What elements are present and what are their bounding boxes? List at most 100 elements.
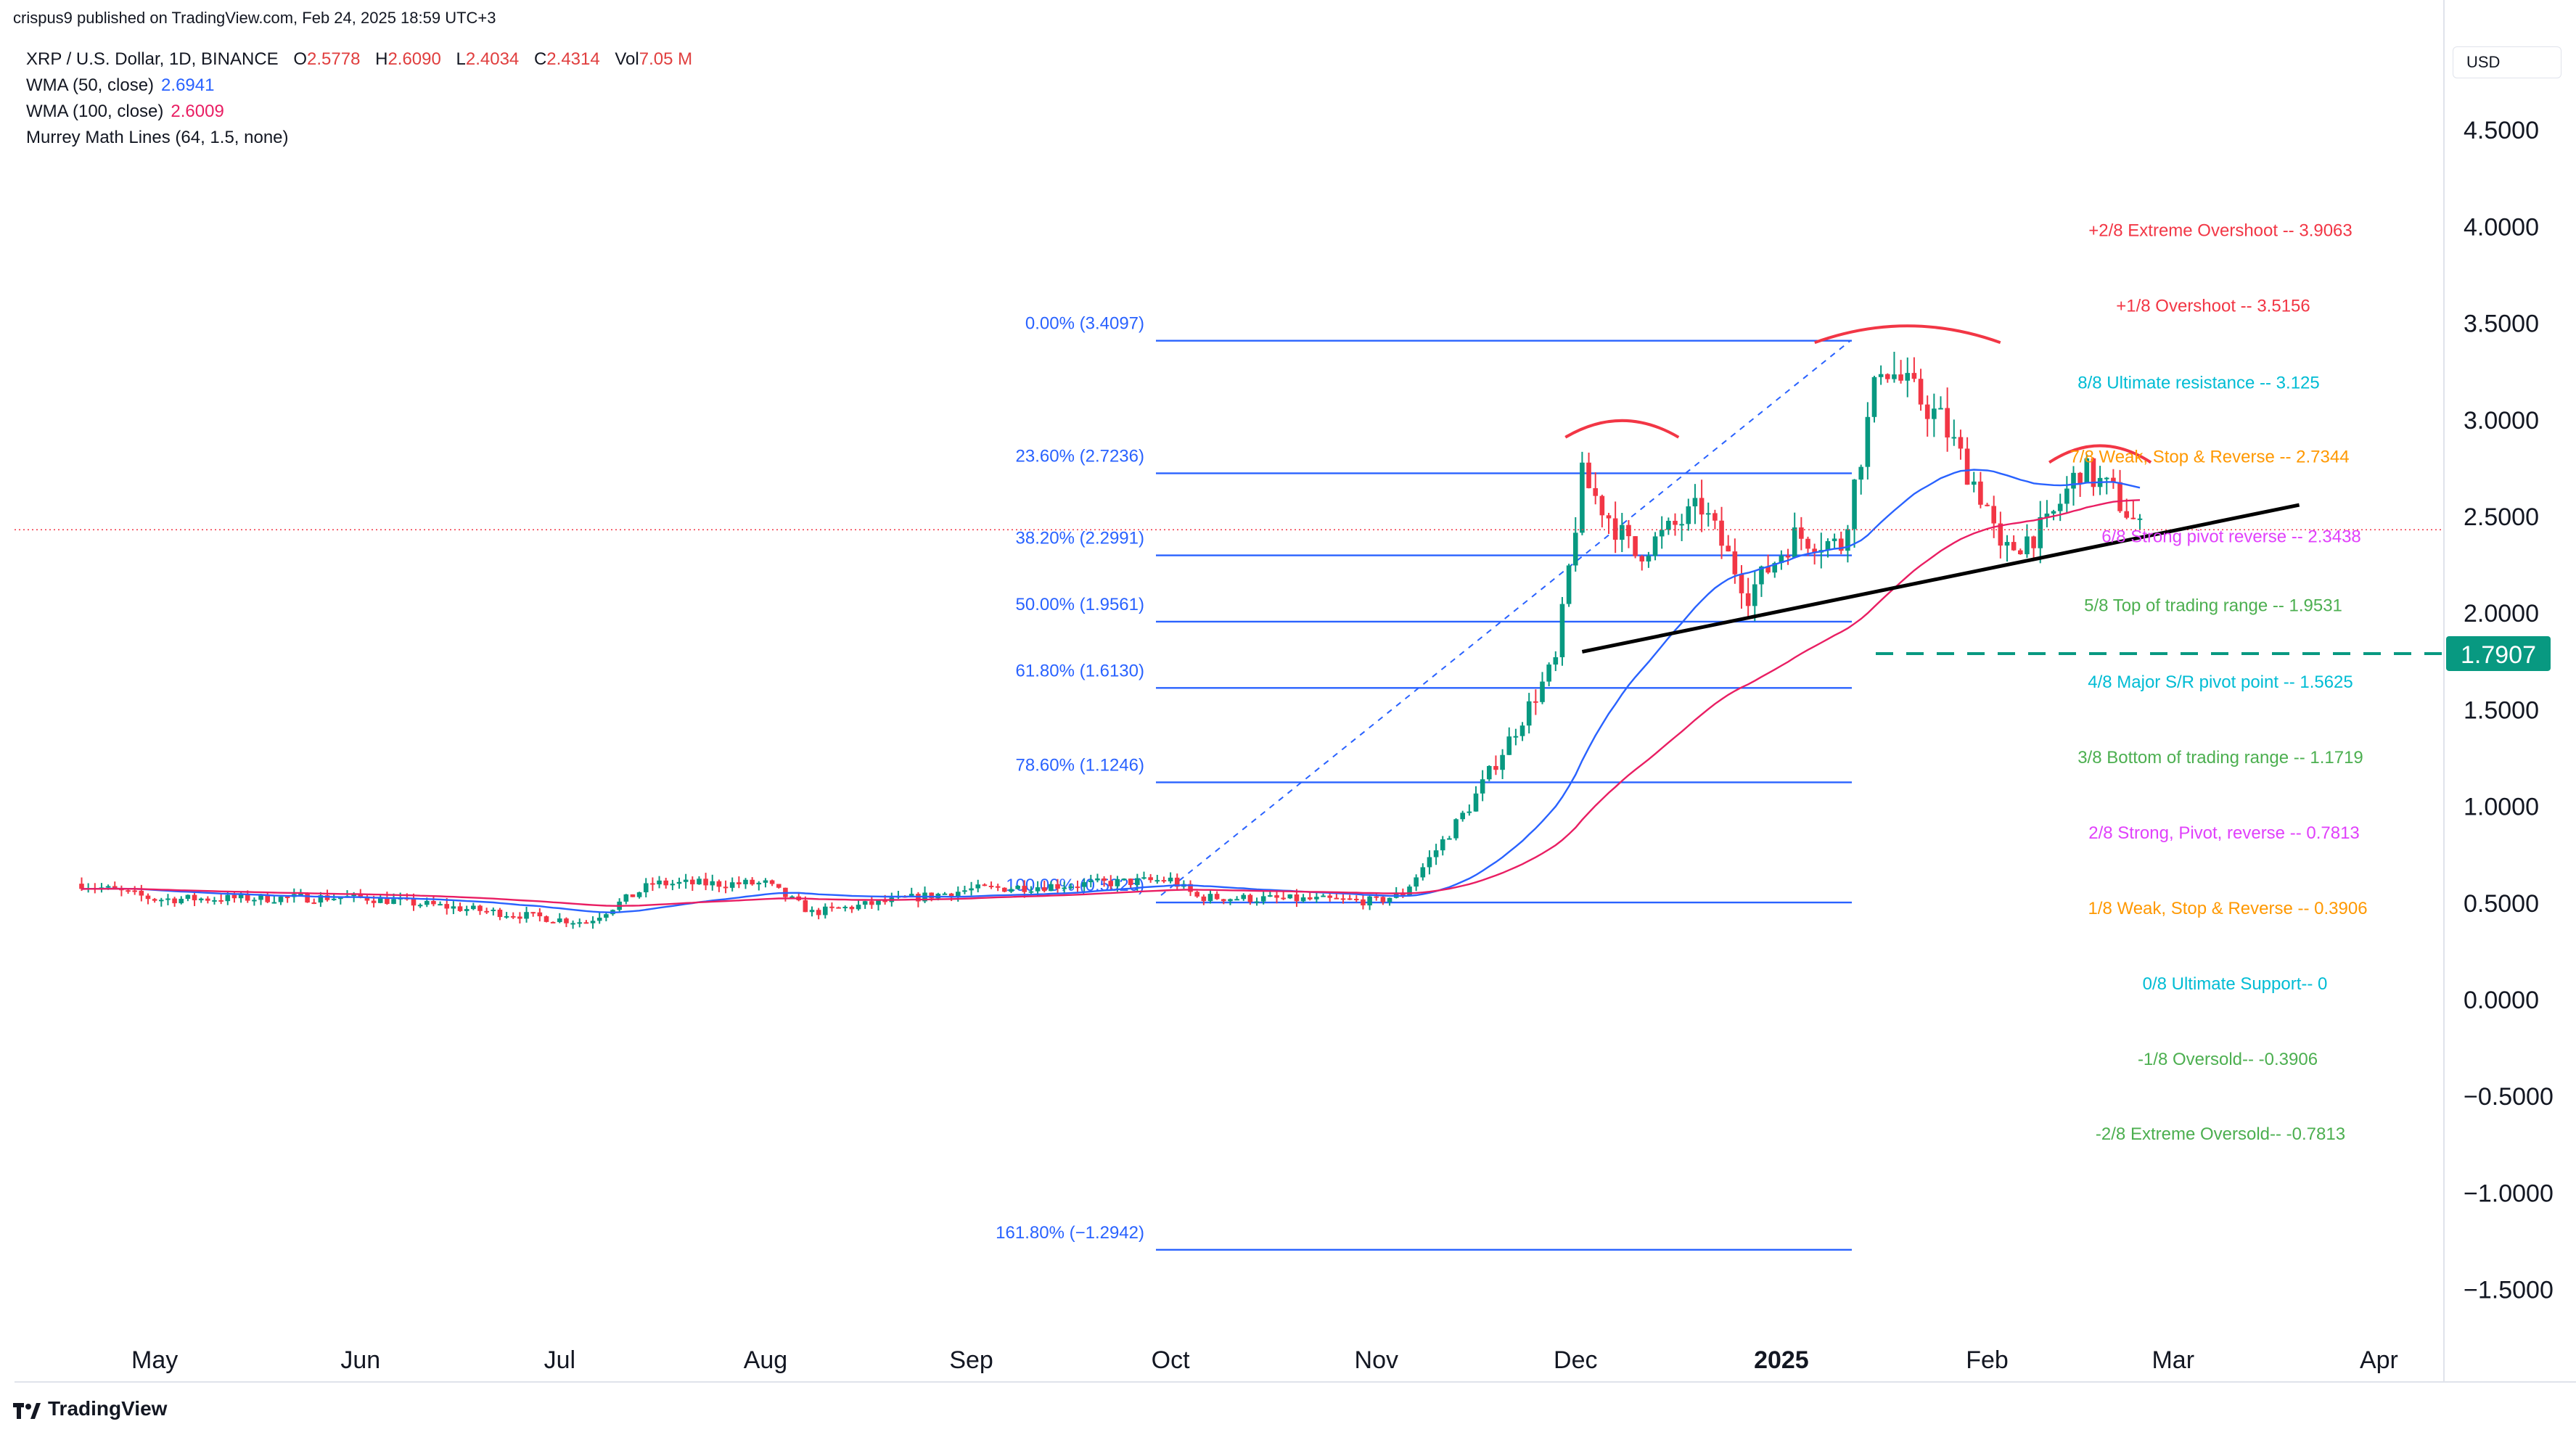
candle-body bbox=[1062, 887, 1067, 889]
ascending-trendline[interactable] bbox=[1581, 503, 2300, 654]
candle-body bbox=[1785, 556, 1791, 558]
candle-body bbox=[2057, 503, 2063, 511]
candle-body bbox=[324, 895, 330, 900]
murrey-level-label: +2/8 Extreme Overshoot -- 3.9063 bbox=[2088, 221, 2353, 240]
x-tick-label: 2025 bbox=[1754, 1346, 1809, 1374]
candle-body bbox=[1871, 376, 1877, 417]
candle-body bbox=[1652, 536, 1658, 556]
candle-body bbox=[2137, 518, 2143, 520]
candle-body bbox=[471, 905, 476, 910]
fib-level-label: 23.60% (2.7236) bbox=[1016, 446, 1144, 466]
candle-body bbox=[1911, 373, 1917, 379]
candle-body bbox=[1480, 779, 1485, 794]
candle-body bbox=[750, 879, 755, 885]
candle-body bbox=[663, 880, 668, 886]
candlestick-series bbox=[79, 351, 2143, 929]
candle-body bbox=[1420, 867, 1426, 878]
candle-body bbox=[1998, 523, 2003, 546]
candle-body bbox=[1666, 520, 1671, 530]
x-tick-label: Mar bbox=[2152, 1346, 2194, 1374]
candle-body bbox=[1559, 604, 1565, 657]
candle-body bbox=[1201, 896, 1207, 902]
murrey-level-label: 1/8 Weak, Stop & Reverse -- 0.3906 bbox=[2088, 899, 2367, 918]
candle-body bbox=[1932, 408, 1937, 419]
candle-body bbox=[630, 894, 636, 897]
y-tick-label: 1.5000 bbox=[2464, 696, 2539, 724]
candle-body bbox=[212, 900, 217, 902]
candle-body bbox=[1506, 736, 1512, 755]
candle-body bbox=[1321, 895, 1326, 897]
candle-body bbox=[1553, 657, 1559, 665]
candle-body bbox=[2084, 458, 2090, 484]
candle-body bbox=[2071, 472, 2076, 489]
tradingview-brand[interactable]: TradingView bbox=[13, 1397, 167, 1420]
symbol-row: XRP / U.S. Dollar, 1D, BINANCE O2.5778 H… bbox=[26, 46, 702, 73]
candle-body bbox=[451, 906, 456, 909]
wma100-row[interactable]: WMA (100, close) 2.6009 bbox=[26, 99, 702, 125]
fibonacci-retracement[interactable]: 0.00% (3.4097) 23.60% (2.7236) 38.20% (2.2… bbox=[996, 314, 1852, 1251]
fib-level-label: 78.60% (1.1246) bbox=[1016, 755, 1144, 775]
candle-body bbox=[1427, 857, 1432, 868]
head-arc[interactable] bbox=[1814, 324, 2001, 345]
price-axis[interactable]: 4.5000 4.0000 3.5000 3.0000 2.5000 2.0000 1.50… bbox=[2464, 117, 2554, 1304]
candle-body bbox=[1367, 896, 1372, 906]
candle-body bbox=[809, 910, 815, 913]
murrey-level-label: 5/8 Top of trading range -- 1.9531 bbox=[2084, 596, 2342, 616]
wma50-label: WMA (50, close) bbox=[26, 75, 155, 95]
candle-body bbox=[278, 897, 284, 902]
candle-body bbox=[1380, 897, 1386, 902]
candle-body bbox=[590, 921, 596, 923]
candle-body bbox=[1799, 527, 1804, 539]
candle-body bbox=[1745, 593, 1751, 606]
right-shoulder-arc[interactable] bbox=[2048, 444, 2152, 464]
wma100-line bbox=[81, 499, 2141, 908]
candle-body bbox=[1646, 556, 1652, 561]
candle-body bbox=[849, 907, 855, 910]
candle-body bbox=[338, 897, 343, 900]
left-shoulder-arc[interactable] bbox=[1564, 419, 1680, 439]
candle-body bbox=[697, 878, 702, 885]
candle-body bbox=[417, 905, 423, 907]
candle-body bbox=[1274, 895, 1279, 898]
candle-body bbox=[238, 894, 244, 899]
time-axis[interactable]: May Jun Jul Aug Sep Oct Nov Dec 2025 Feb Mar Apr bbox=[131, 1346, 2398, 1374]
candle-body bbox=[583, 922, 589, 924]
ohlc-high: H2.6090 bbox=[375, 49, 451, 69]
candle-body bbox=[377, 897, 383, 903]
candle-body bbox=[1546, 664, 1551, 682]
candle-body bbox=[457, 906, 463, 911]
murrey-row[interactable]: Murrey Math Lines (64, 1.5, none) bbox=[26, 125, 702, 151]
candle-body bbox=[716, 881, 722, 887]
wma50-row[interactable]: WMA (50, close) 2.6941 bbox=[26, 73, 702, 99]
x-tick-label: Aug bbox=[744, 1346, 788, 1374]
candle-body bbox=[2018, 550, 2023, 554]
candle-body bbox=[159, 900, 164, 902]
ohlc-close: C2.4314 bbox=[534, 49, 610, 69]
brand-name: TradingView bbox=[48, 1397, 168, 1420]
candle-body bbox=[537, 912, 543, 917]
y-tick-label: −1.0000 bbox=[2464, 1180, 2554, 1207]
candle-body bbox=[517, 916, 522, 919]
candle-body bbox=[969, 888, 974, 891]
candle-body bbox=[1991, 506, 1996, 524]
candle-body bbox=[1898, 374, 1903, 381]
price-marker-label: 1.7907 bbox=[2461, 641, 2536, 669]
drawing-annotations[interactable]: 1.7907 bbox=[15, 324, 2551, 671]
currency-selector[interactable]: USD bbox=[2453, 46, 2561, 78]
candle-body bbox=[789, 896, 795, 898]
candle-body bbox=[1586, 462, 1591, 488]
candle-body bbox=[1712, 513, 1718, 521]
candle-body bbox=[1606, 515, 1612, 519]
candle-body bbox=[550, 921, 556, 923]
candle-body bbox=[1135, 878, 1140, 885]
candle-body bbox=[1838, 538, 1844, 551]
ohlc-close-value: 2.4314 bbox=[546, 49, 600, 69]
candle-body bbox=[876, 900, 881, 905]
candle-body bbox=[1759, 566, 1764, 585]
candle-body bbox=[1002, 887, 1007, 892]
candle-body bbox=[497, 909, 503, 918]
candle-body bbox=[1228, 899, 1233, 902]
candle-body bbox=[2038, 517, 2043, 548]
candle-body bbox=[604, 914, 609, 918]
